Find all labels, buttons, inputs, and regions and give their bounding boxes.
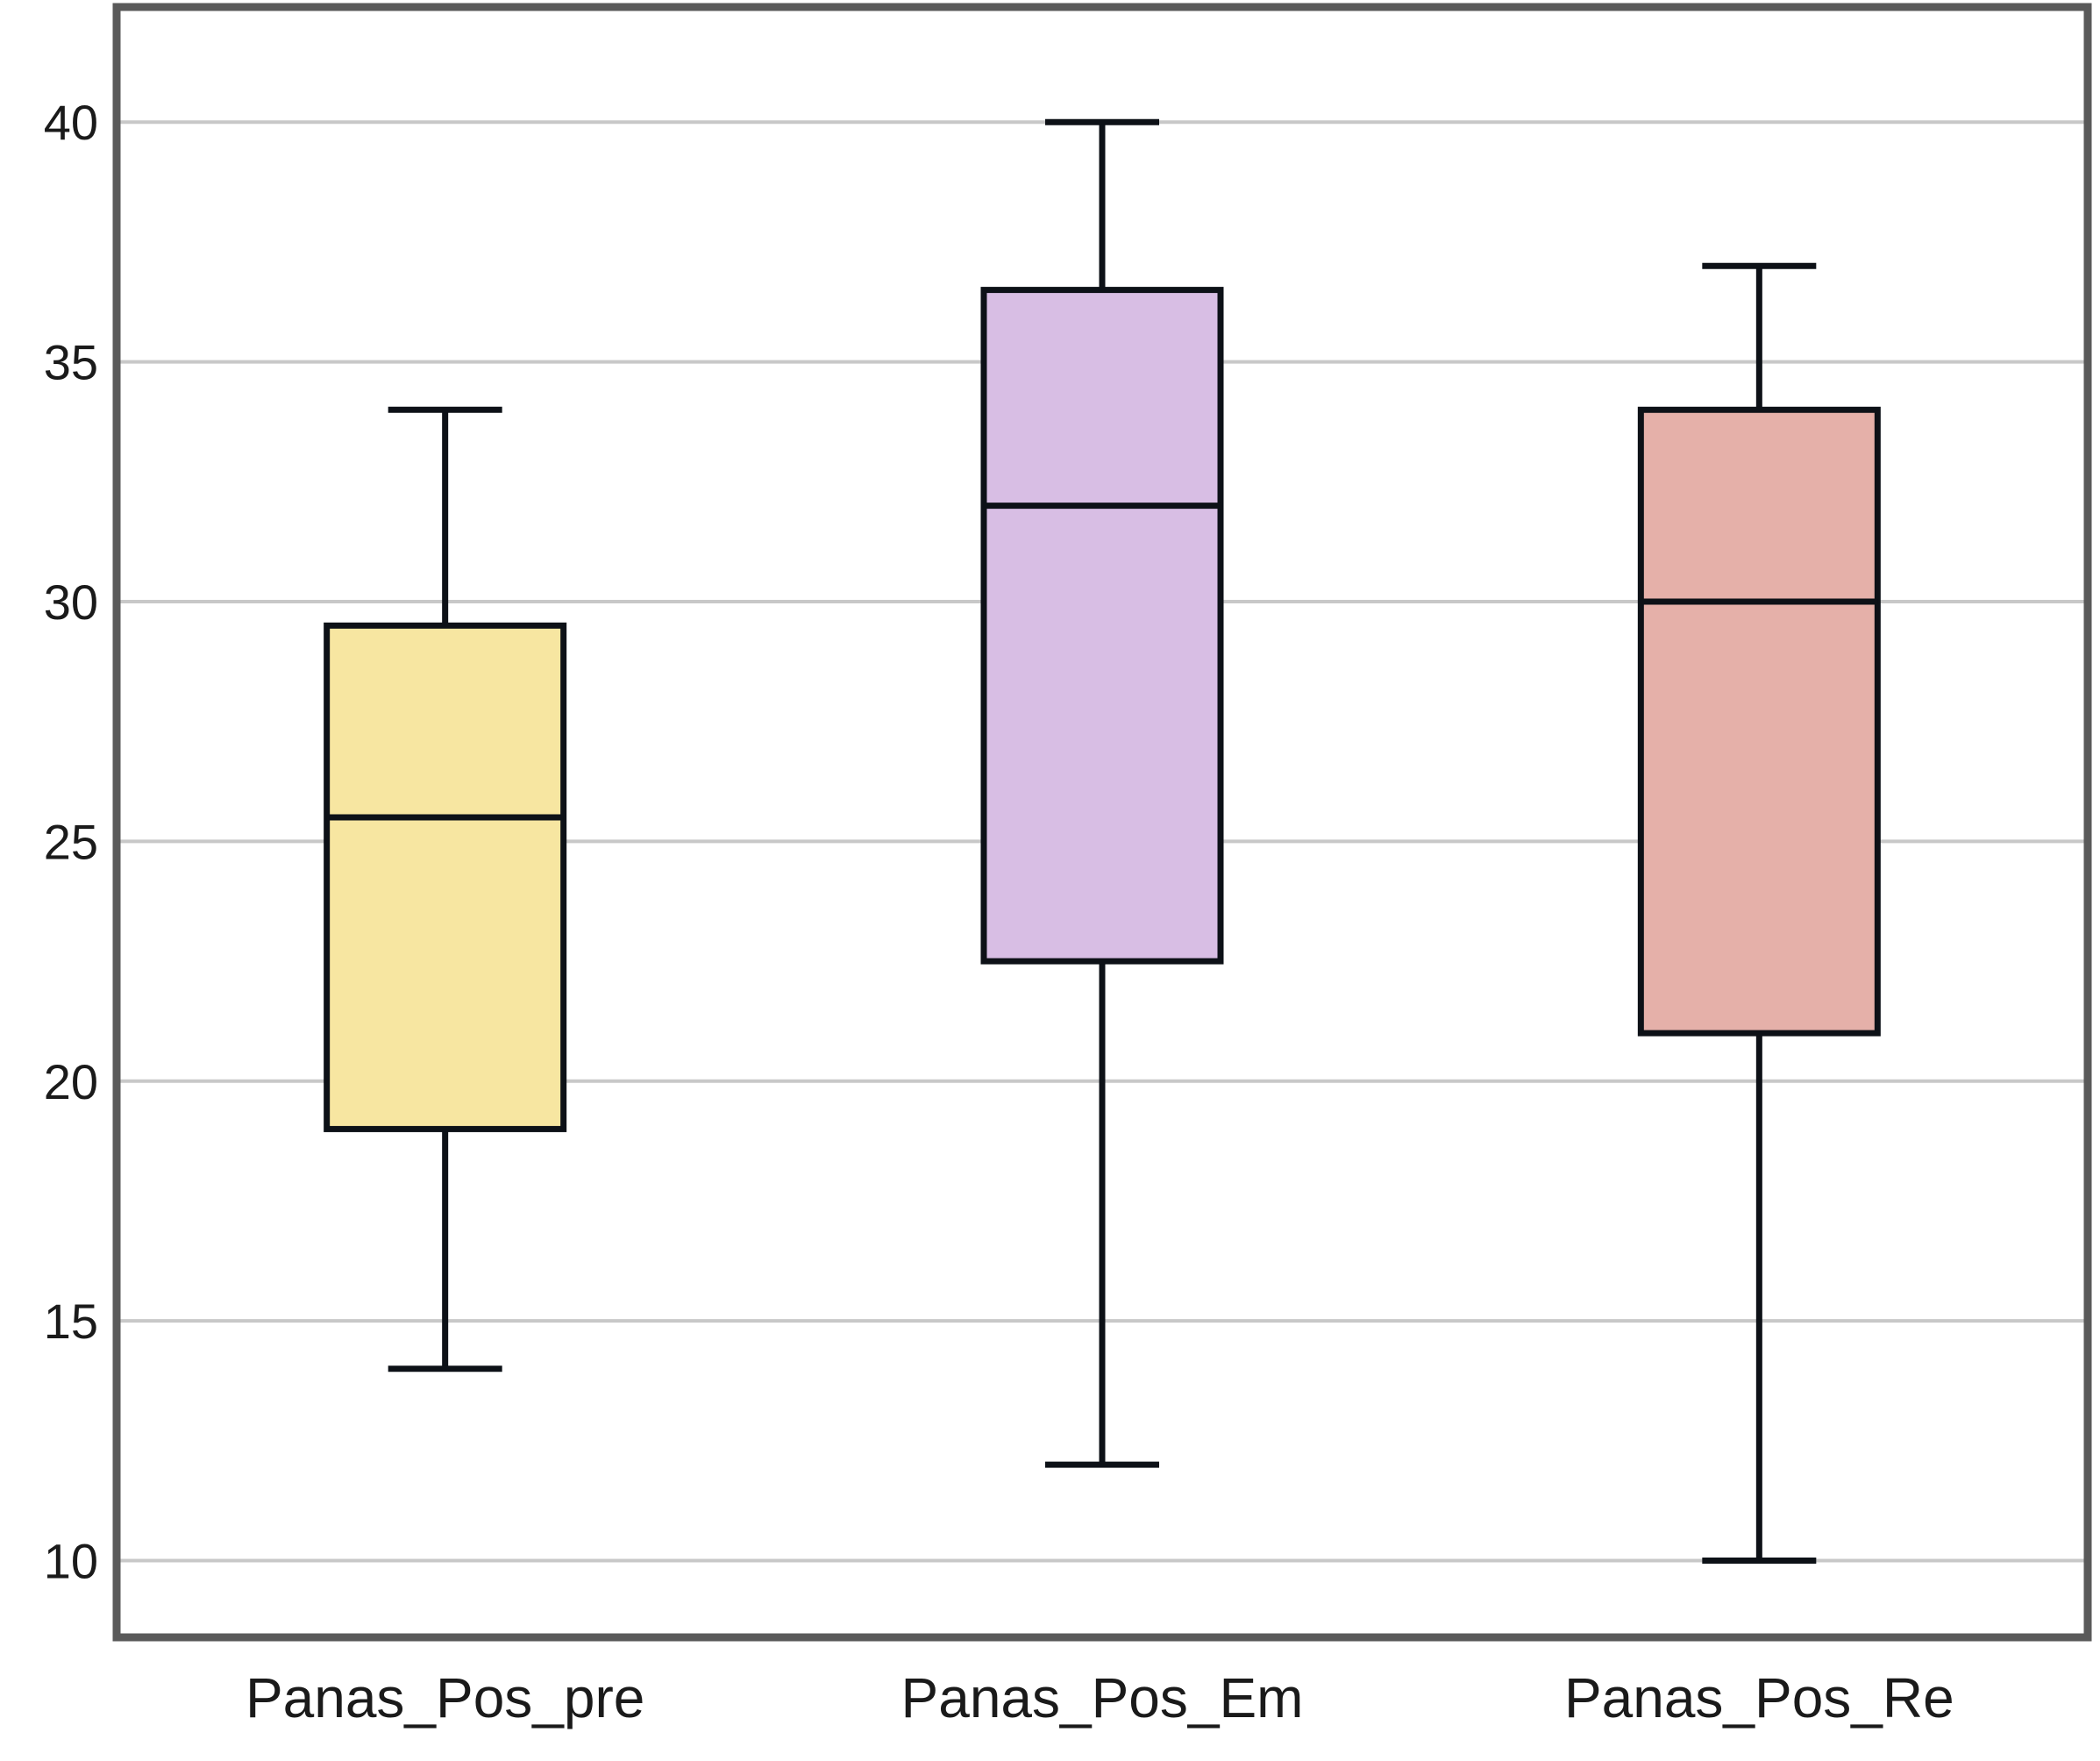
- category-label-1: Panas_Pos_pre: [246, 1666, 644, 1729]
- y-tick-label-20: 20: [44, 1054, 98, 1109]
- y-tick-label-15: 15: [44, 1294, 98, 1349]
- iqr-box: [1637, 406, 1881, 1037]
- y-tick-label-30: 30: [44, 574, 98, 630]
- box-3: [1637, 262, 1881, 1565]
- y-tick-label-25: 25: [44, 814, 98, 869]
- category-label-3: Panas_Pos_Re: [1564, 1666, 1954, 1729]
- y-tick-label-35: 35: [44, 335, 98, 390]
- y-tick-label-40: 40: [44, 95, 98, 150]
- iqr-box: [324, 622, 567, 1132]
- category-label-2: Panas_Pos_Em: [901, 1666, 1304, 1729]
- box-1: [324, 406, 567, 1372]
- iqr-box: [980, 287, 1224, 965]
- box-2: [980, 118, 1224, 1468]
- y-axis-tick-labels: 10 15 20 25 30 35 40: [44, 95, 98, 1588]
- y-tick-label-10: 10: [44, 1534, 98, 1589]
- x-axis-category-labels: Panas_Pos_pre Panas_Pos_Em Panas_Pos_Re: [246, 1666, 1954, 1729]
- box-series: [324, 118, 1881, 1565]
- plot-frame: [112, 3, 2092, 1642]
